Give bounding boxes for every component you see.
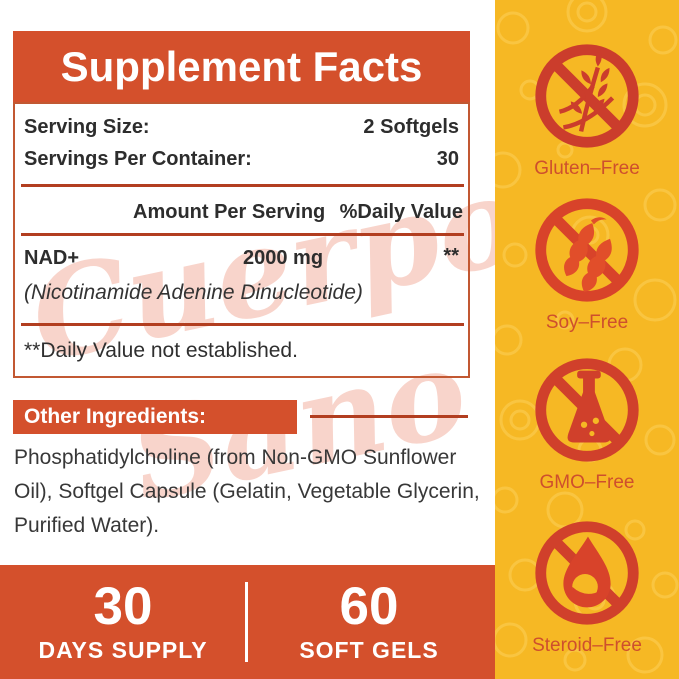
divider-rule (21, 233, 464, 236)
facts-label-area: Cuerpo Sano Supplement Facts Serving Siz… (0, 31, 495, 679)
daily-value-footnote: **Daily Value not established. (24, 339, 298, 362)
ingredients-line: Oil), Softgel Capsule (Gelatin, Vegetabl… (14, 480, 480, 503)
flask-icon (535, 358, 639, 462)
banner-divider (245, 582, 248, 662)
droplet-icon (535, 521, 639, 625)
panel-title: Supplement Facts (60, 42, 423, 90)
days-supply-cell: 30 DAYS SUPPLY (0, 565, 246, 679)
nutrient-daily-value: ** (443, 245, 459, 267)
nutrient-description: (Nicotinamide Adenine Dinucleotide) (24, 281, 363, 304)
background-pattern (495, 0, 679, 674)
servings-per-container-label: Servings Per Container: (24, 148, 252, 170)
badge-steroid-free: Steroid–Free (495, 512, 679, 657)
daily-value-header: %Daily Value (339, 201, 463, 223)
other-ingredients-rule (310, 415, 468, 418)
softgels-cell: 60 SOFT GELS (246, 565, 492, 679)
supply-banner: 30 DAYS SUPPLY 60 SOFT GELS (0, 565, 495, 679)
badge-soy-free: Soy–Free (495, 189, 679, 334)
supplement-facts-header: Supplement Facts (13, 31, 470, 102)
softgels-value: 60 (339, 577, 399, 636)
other-ingredients-heading: Other Ingredients: (13, 400, 297, 434)
other-ingredients-text: Phosphatidylcholine (from Non-GMO Sunflo… (14, 441, 484, 543)
servings-per-container-value: 30 (436, 148, 459, 170)
badge-strip: Gluten–Free Soy–Free (495, 0, 679, 679)
wheat-icon (535, 44, 639, 148)
nutrient-amount: 2000 mg (243, 247, 324, 269)
days-supply-label: DAYS SUPPLY (38, 637, 208, 663)
ingredients-line: Purified Water). (14, 514, 160, 537)
days-supply-value: 30 (93, 577, 153, 636)
badge-gluten-free: Gluten–Free (495, 35, 679, 180)
amount-per-serving-header: Amount Per Serving (133, 201, 326, 223)
badge-label: GMO–Free (539, 472, 635, 493)
nutrient-name: NAD+ (24, 247, 80, 269)
badge-label: Gluten–Free (534, 158, 640, 179)
serving-size-value: 2 Softgels (363, 116, 459, 138)
divider-rule (21, 323, 464, 326)
badge-gmo-free: GMO–Free (495, 349, 679, 494)
facts-panel: Serving Size: 2 Softgels Servings Per Co… (13, 102, 470, 378)
badge-label: Steroid–Free (532, 635, 642, 656)
ingredients-line: Phosphatidylcholine (from Non-GMO Sunflo… (14, 446, 457, 469)
serving-size-label: Serving Size: (24, 116, 150, 138)
softgels-label: SOFT GELS (299, 637, 439, 663)
divider-rule (21, 184, 464, 187)
soybean-icon (535, 198, 639, 302)
badge-label: Soy–Free (545, 312, 629, 333)
